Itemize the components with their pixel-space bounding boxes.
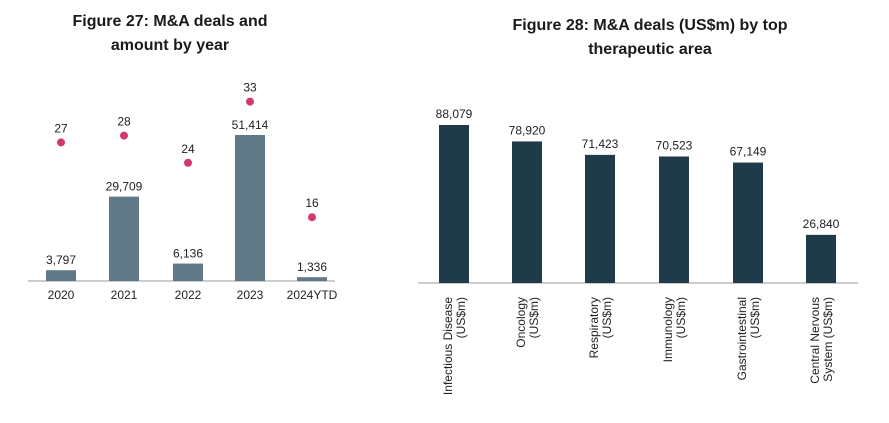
figure-27-x-tick-label: 2021	[111, 288, 138, 302]
figure-28-bar	[733, 162, 763, 283]
figure-28-x-tick-label: Central NervousSystem (US$m)	[808, 297, 835, 384]
figure-28-x-tick-label-line: Immunology	[661, 297, 675, 362]
figure-27-bar	[235, 135, 265, 281]
figure-28-value-label: 67,149	[730, 145, 767, 159]
figure-27-title-line2: amount by year	[110, 37, 230, 54]
figure-28-x-tick-label-line: Oncology	[514, 297, 528, 348]
figure-27-amount-label: 3,797	[46, 253, 76, 267]
figure-28-x-tick-label-line: (US$m)	[748, 297, 762, 338]
figure-28-x-tick-label: Immunology(US$m)	[661, 297, 688, 362]
figure-27-deal-label: 33	[243, 81, 257, 95]
figure-28-x-tick-label-line: Infectious Disease	[441, 297, 455, 395]
figure-28-x-tick-label-line: (US$m)	[600, 297, 614, 338]
figure-28-value-label: 71,423	[582, 137, 619, 151]
figure-27-deal-label: 16	[305, 196, 319, 210]
figure-27-amount-label: 1,336	[297, 260, 327, 274]
figure-27-x-tick-label: 2024YTD	[287, 288, 338, 302]
figure-28-x-tick-label-line: Central Nervous	[808, 297, 822, 384]
figure-27-deal-label: 28	[117, 115, 131, 129]
figure-27-x-tick-label: 2023	[237, 288, 264, 302]
figure-27-deal-dot	[57, 138, 65, 147]
figure-27-deal-dot	[246, 97, 254, 106]
figure-28-x-tick-label: Gastrointestinal(US$m)	[735, 297, 762, 380]
figure-28-title-line1: Figure 28: M&A deals (US$m) by top	[512, 17, 788, 34]
figure-28-x-tick-label-line: Gastrointestinal	[735, 297, 749, 380]
figure-28-title-line2: therapeutic area	[588, 41, 712, 58]
figure-28-value-label: 78,920	[509, 123, 546, 137]
figure-27-deal-label: 24	[181, 142, 195, 156]
figure-28-x-tick-label: Oncology(US$m)	[514, 297, 541, 348]
figure-28-value-label: 88,079	[436, 107, 473, 121]
figure-27-bar	[173, 263, 203, 281]
figure-27-bar	[297, 277, 327, 281]
figure-27-bar	[109, 196, 139, 281]
figure-27-x-tick-label: 2022	[175, 288, 202, 302]
figure-27-title-line1: Figure 27: M&A deals and	[72, 13, 268, 30]
figure-27-amount-label: 6,136	[173, 247, 203, 261]
figure-28-bar	[659, 156, 689, 283]
figure-28-title: Figure 28: M&A deals (US$m) by top thera…	[490, 14, 810, 62]
figure-28-x-tick-label-line: System (US$m)	[821, 297, 835, 382]
figure-27-title: Figure 27: M&A deals and amount by year	[40, 10, 300, 58]
figure-28-x-tick-label-line: (US$m)	[674, 297, 688, 338]
figure-28-value-label: 26,840	[803, 217, 840, 231]
figure-27-amount-label: 29,709	[106, 180, 143, 194]
figure-28-x-tick-label: Respiratory(US$m)	[587, 297, 614, 358]
figure-28-bar	[512, 141, 542, 283]
figure-28-x-tick-label-line: Respiratory	[587, 297, 601, 358]
figure-28-bar	[806, 234, 836, 283]
figure-28-bar	[585, 154, 615, 283]
figure-27-deal-dot	[120, 131, 128, 140]
figure-28-value-label: 70,523	[656, 138, 693, 152]
figure-27-deal-dot	[184, 158, 192, 167]
figure-28-x-tick-label-line: (US$m)	[454, 297, 468, 338]
figure-28-x-tick-label-line: (US$m)	[527, 297, 541, 338]
figure-28-bar	[439, 125, 469, 283]
figure-27-bar	[46, 270, 76, 281]
figure-28-x-tick-label: Infectious Disease(US$m)	[441, 297, 468, 395]
figure-27-deal-dot	[308, 213, 316, 222]
figure-27-amount-label: 51,414	[232, 118, 269, 132]
figure-27-x-tick-label: 2020	[48, 288, 75, 302]
figure-27-deal-label: 27	[54, 121, 68, 135]
